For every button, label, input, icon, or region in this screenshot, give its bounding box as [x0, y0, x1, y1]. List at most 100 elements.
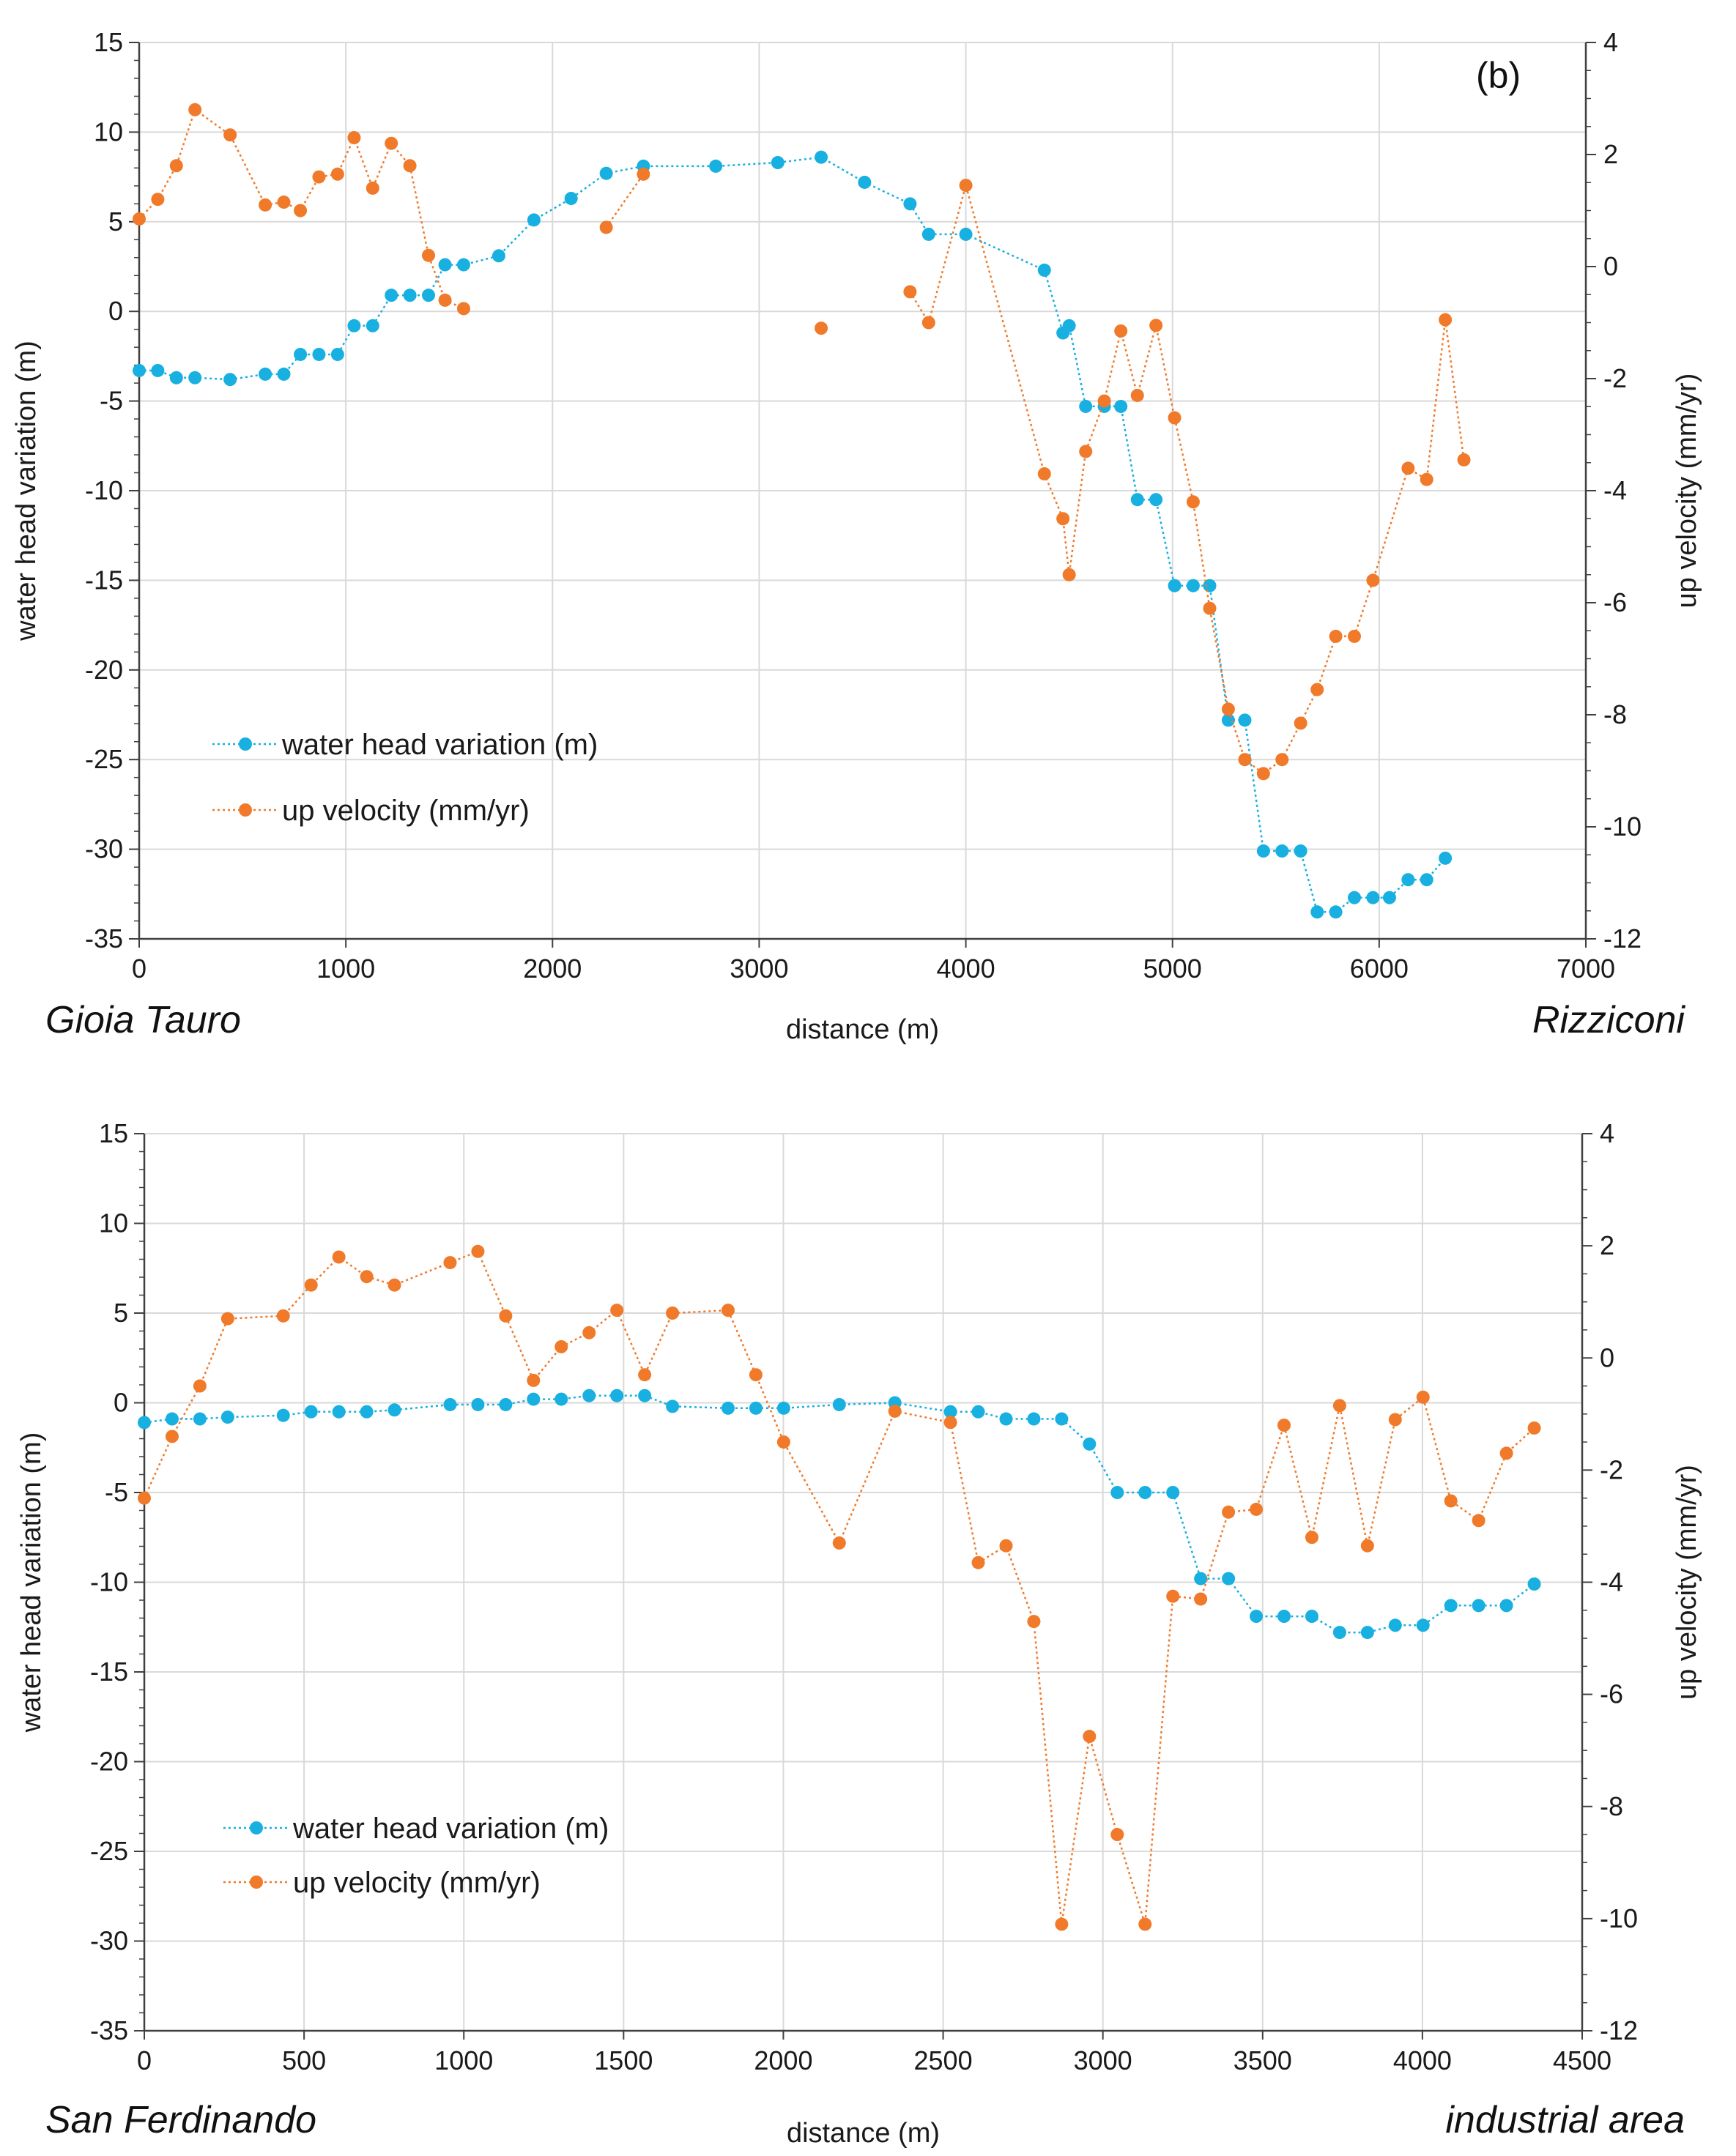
chart2-water-head-point [138, 1416, 151, 1430]
chart1-up-velocity-point [1401, 461, 1415, 475]
chart2-water-head-point [638, 1389, 652, 1402]
chart1-water-head-point [815, 150, 828, 164]
chart1-x-tick-label: 1000 [316, 954, 375, 984]
chart2-y2-axis-title: up velocity (mm/yr) [1672, 1465, 1702, 1700]
chart1-water-head-point [1310, 905, 1324, 919]
chart1-water-head-point [921, 227, 935, 241]
chart2-y2-tick-label: 4 [1600, 1118, 1614, 1148]
chart2-y-tick-label: 0 [114, 1388, 128, 1418]
chart2-x-tick-label: 2500 [914, 2045, 973, 2075]
chart2-water-head-point [276, 1408, 290, 1422]
chart1-y2-tick-label: 0 [1603, 251, 1618, 281]
chart2-x-tick-label: 2000 [754, 2045, 812, 2075]
chart1-water-head-point [1238, 713, 1252, 727]
chart1-water-head-point [564, 191, 578, 205]
chart2-up-velocity-point [527, 1373, 541, 1387]
chart2-up-velocity-point [1083, 1730, 1097, 1744]
chart1-water-head-point [1366, 891, 1380, 904]
chart2-up-velocity-point [138, 1491, 151, 1505]
chart2-legend-water-head-label: water head variation (m) [292, 1813, 609, 1845]
chart2-water-head-point [721, 1401, 735, 1415]
chart1-up-velocity-point [1366, 573, 1380, 587]
chart1-y-tick-label: 0 [108, 296, 123, 326]
chart2-water-head-point [1027, 1412, 1041, 1426]
chart2-up-velocity-point [554, 1339, 568, 1353]
chart2-water-head-point [499, 1397, 513, 1411]
chart1-water-head-point [1294, 844, 1307, 858]
chart2-up-velocity-point [832, 1536, 846, 1550]
chart2-x-tick-label: 4000 [1393, 2045, 1452, 2075]
chart1-up-velocity-point [959, 179, 973, 193]
chart1-y-tick-label: 15 [94, 27, 123, 57]
chart2-up-velocity-point [1388, 1413, 1402, 1427]
chart2-y-tick-label: -10 [90, 1567, 128, 1597]
chart2-y2-tick-label: -2 [1600, 1454, 1623, 1484]
chart1-up-velocity-line [605, 174, 645, 228]
chart2-x-axis-title: distance (m) [787, 2118, 940, 2149]
chart2-y-tick-label: -35 [90, 2015, 128, 2045]
chart1-up-velocity-point [277, 196, 291, 209]
chart2-legend-water-head-marker [250, 1821, 263, 1835]
chart1-water-head-point [903, 197, 917, 211]
chart2-up-velocity-point [471, 1244, 485, 1258]
chart2-water-head-point [776, 1401, 790, 1415]
chart2-up-velocity-point [749, 1368, 763, 1382]
chart1-water-head-point [1037, 263, 1051, 277]
chart2-up-velocity-point [1416, 1390, 1430, 1404]
chart2-up-velocity-point [443, 1256, 457, 1270]
chart1-up-velocity-point [330, 167, 344, 181]
chart2-water-head-point [1166, 1486, 1180, 1499]
chart1-up-velocity-point [223, 128, 237, 142]
chart2-up-velocity-point [1138, 1917, 1152, 1931]
chart1-water-head-point [1130, 493, 1144, 507]
chart2-y2-tick-label: 0 [1600, 1342, 1614, 1372]
chart2-y2-tick-label: -12 [1600, 2015, 1638, 2045]
chart2-left-place-label: San Ferdinando [45, 2099, 316, 2141]
chart1-water-head-point [133, 363, 146, 377]
chart1-up-velocity-point [385, 136, 398, 150]
chart1-y-tick-label: -15 [85, 565, 123, 595]
chart2-water-head-point [1055, 1412, 1069, 1426]
chart2-up-velocity-point [387, 1278, 401, 1292]
chart1-water-head-point [492, 249, 505, 263]
chart1-water-head-point [347, 319, 361, 332]
chart1-up-velocity-point [921, 316, 935, 330]
chart2-water-head-point [943, 1405, 957, 1419]
chart2-water-head-point [666, 1399, 680, 1413]
chart2-water-head-point [1083, 1437, 1097, 1451]
chart1-up-velocity-point [1348, 629, 1361, 643]
chart2-water-head-point [1305, 1610, 1318, 1624]
chart1-x-tick-label: 0 [132, 954, 146, 984]
chart2-panel: 15 10 5 0 -5 -10 -15 -20 -25 -30 -35 4 2 0 -2 -4 -6 -8 -10… [16, 1118, 1702, 2149]
chart1-up-velocity-point [1275, 753, 1289, 767]
chart1-legend-water-head-label: water head variation (m) [281, 729, 598, 761]
chart2-water-head-point [360, 1405, 374, 1419]
chart2-up-velocity-point [1194, 1592, 1208, 1606]
chart1-up-velocity-point [599, 220, 613, 234]
chart1-water-head-point [1420, 873, 1433, 887]
chart2-right-place-label: industrial area [1445, 2099, 1685, 2141]
chart1-water-head-point [599, 166, 613, 180]
chart1-up-velocity-point [347, 131, 361, 145]
chart1-y2-tick-label: -12 [1603, 923, 1642, 954]
chart2-up-velocity-point [1499, 1446, 1513, 1460]
chart2-water-head-point [610, 1389, 624, 1402]
chart2-water-head-point [1360, 1626, 1374, 1640]
chart1-up-velocity-point [403, 159, 417, 173]
chart1-water-head-point [1439, 851, 1453, 865]
chart2-up-velocity-point [304, 1278, 318, 1292]
chart2-y2-tick-label: -10 [1600, 1903, 1638, 1933]
chart1-water-head-point [959, 227, 973, 241]
chart1-up-velocity-point [1114, 324, 1128, 338]
chart1-up-velocity-point [1310, 683, 1324, 696]
chart1-water-head-point [771, 156, 784, 170]
chart1-y-tick-label: -25 [85, 744, 123, 774]
chart2-water-head-line [144, 1394, 1535, 1634]
chart1-up-velocity-point [133, 212, 146, 226]
chart1-water-head-point [1329, 905, 1343, 919]
chart1-water-head-point [277, 367, 291, 381]
chart1-up-velocity-point [422, 248, 435, 262]
chart1-water-head-point [1062, 319, 1076, 332]
chart2-water-head-point [1222, 1572, 1236, 1586]
chart2-water-head-point [1416, 1618, 1430, 1632]
